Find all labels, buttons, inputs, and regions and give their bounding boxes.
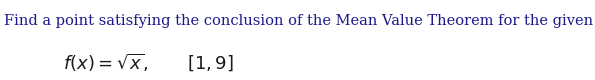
Text: Find a point satisfying the conclusion of the Mean Value Theorem for the given f: Find a point satisfying the conclusion o… <box>4 14 595 28</box>
Text: $f(x) = \sqrt{x},$$\quad\quad [1,9]$: $f(x) = \sqrt{x},$$\quad\quad [1,9]$ <box>62 52 233 73</box>
